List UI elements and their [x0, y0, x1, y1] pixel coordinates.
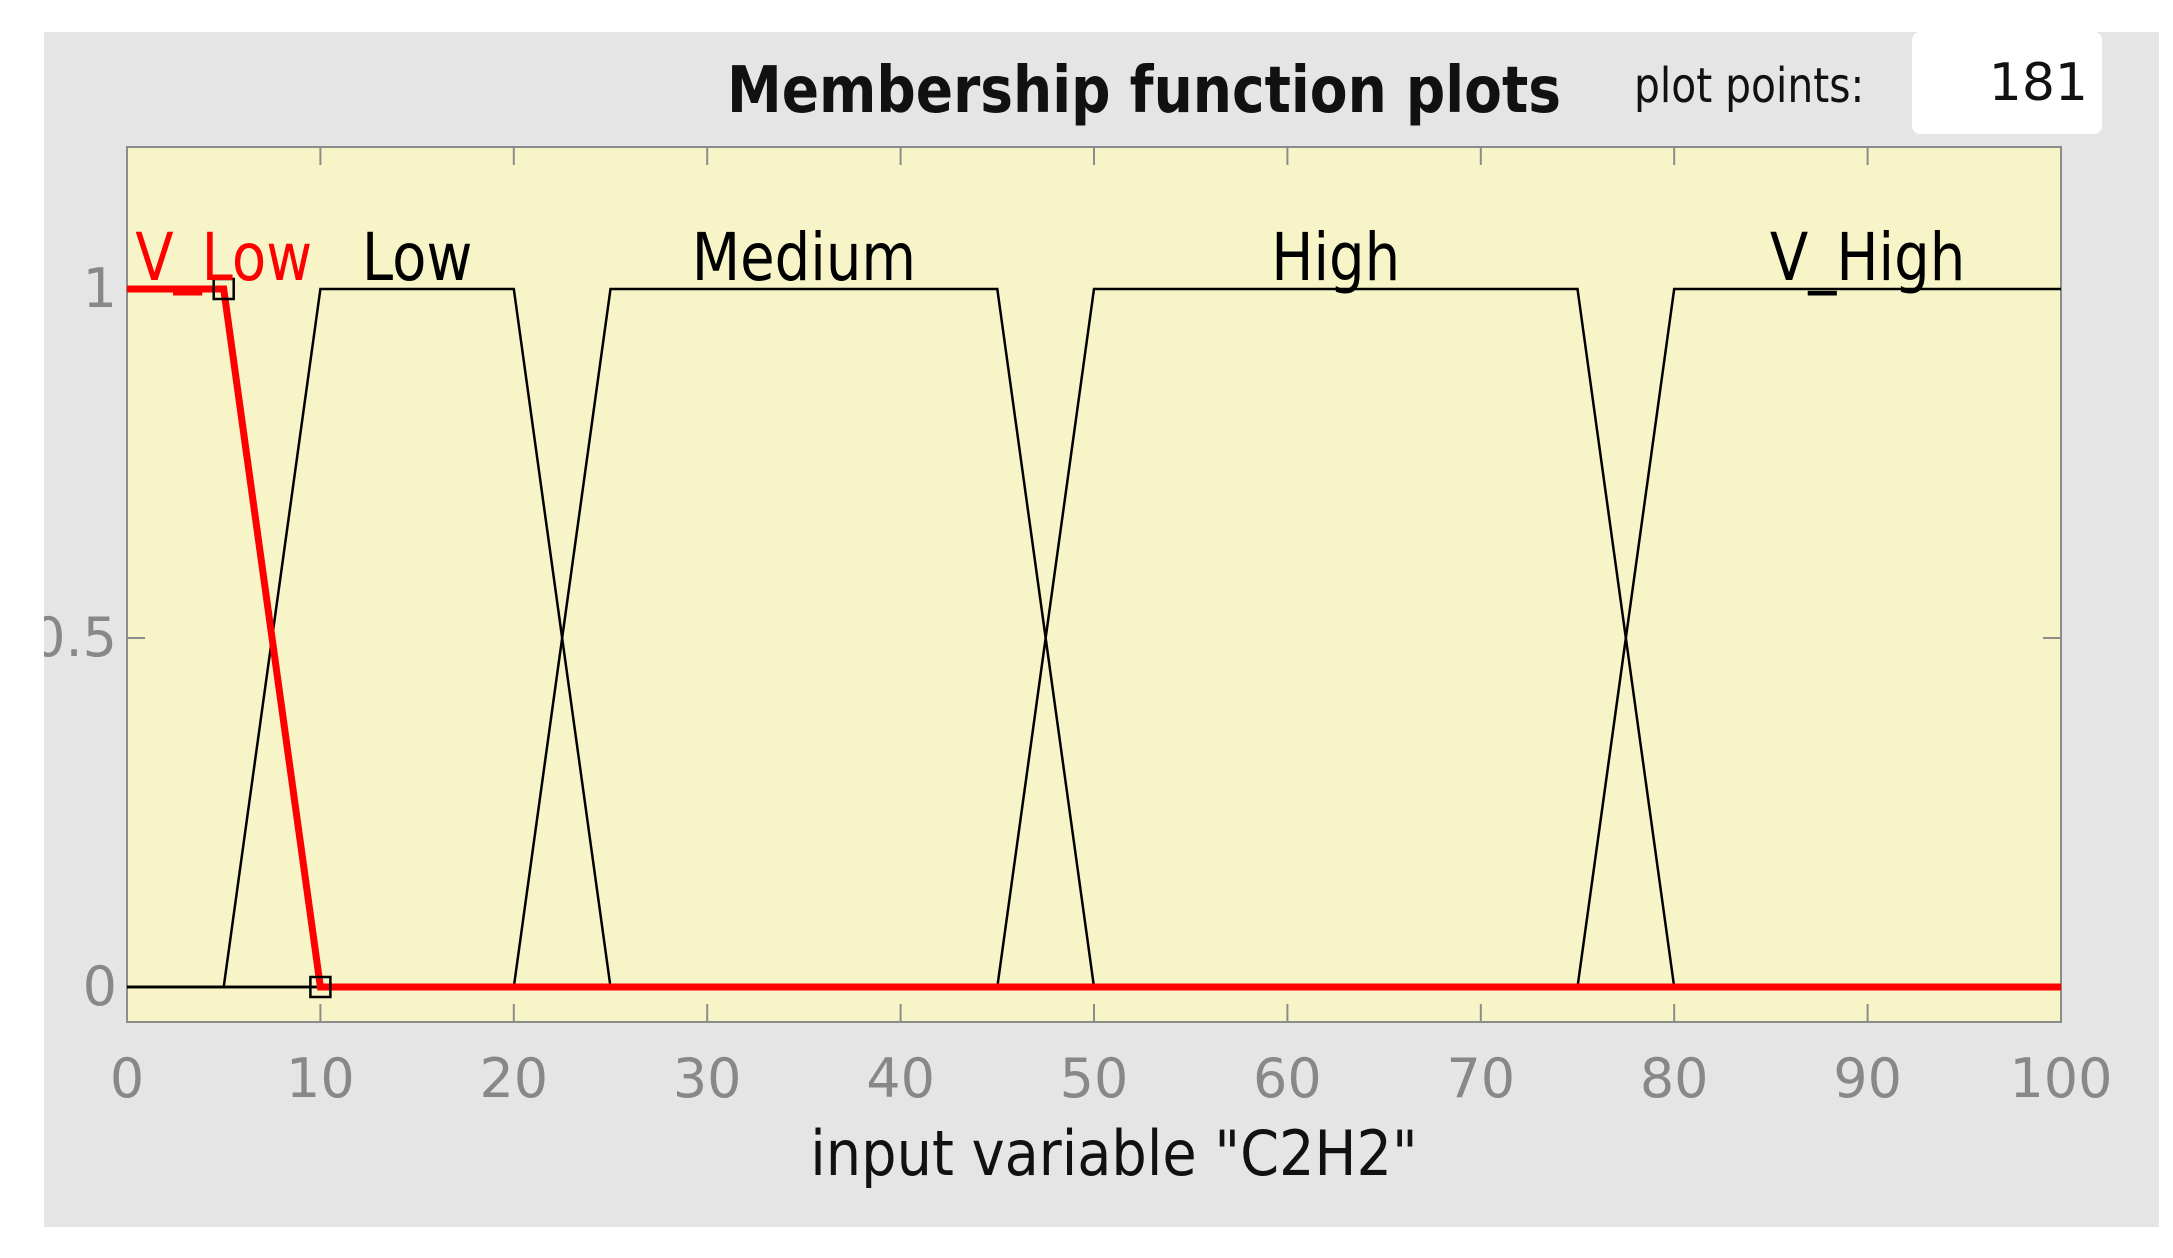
x-tick-label: 30	[673, 1047, 742, 1110]
x-tick-label: 40	[866, 1047, 935, 1110]
plot-points-input[interactable]: 181	[1912, 32, 2102, 134]
y-tick-label: 0.5	[44, 606, 117, 669]
membership-plot-axes[interactable]: V_Low Low Medium High V_High 0 10 20 30 40 50 60 70…	[44, 32, 2159, 1227]
plot-points-label: plot points:	[1634, 58, 1865, 114]
plot-title: Membership function plots	[726, 54, 1562, 128]
x-tick-label: 80	[1640, 1047, 1709, 1110]
x-tick-label: 100	[2009, 1047, 2112, 1110]
mf-label-low[interactable]: Low	[362, 220, 472, 297]
x-axis-label: input variable "C2H2"	[810, 1117, 1418, 1190]
mf-label-v-low[interactable]: V_Low	[135, 220, 312, 297]
y-tick-label: 1	[83, 257, 117, 320]
mf-label-v-high[interactable]: V_High	[1770, 220, 1965, 297]
x-tick-label: 10	[286, 1047, 355, 1110]
mf-curve-v-low[interactable]	[127, 285, 2061, 991]
mf-vertex-handle[interactable]	[309, 975, 332, 999]
mf-label-high[interactable]: High	[1271, 220, 1400, 297]
y-tick-label: 0	[83, 955, 117, 1018]
x-tick-label: 60	[1253, 1047, 1322, 1110]
mf-label-medium[interactable]: Medium	[692, 220, 916, 297]
mf-vertex-handle[interactable]	[212, 277, 235, 301]
x-tick-label: 70	[1446, 1047, 1515, 1110]
x-tick-label: 0	[110, 1047, 144, 1110]
x-tick-label: 90	[1833, 1047, 1902, 1110]
x-tick-label: 20	[479, 1047, 548, 1110]
x-tick-label: 50	[1060, 1047, 1129, 1110]
membership-function-panel: Membership function plots plot points: 1…	[44, 32, 2159, 1227]
